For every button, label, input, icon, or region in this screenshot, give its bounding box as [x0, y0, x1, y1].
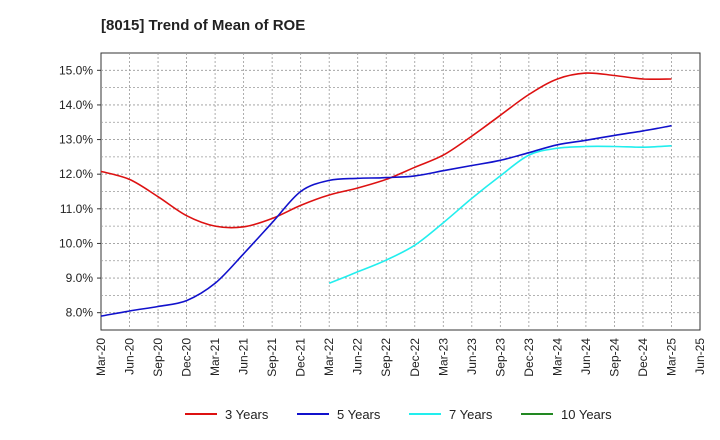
x-tick-label: Dec-20 [180, 338, 194, 377]
y-tick-label: 13.0% [59, 133, 93, 147]
series-line-3-years [100, 72, 672, 229]
y-tick-label: 11.0% [60, 202, 93, 216]
y-tick-label: 10.0% [59, 236, 93, 250]
x-tick-label: Dec-22 [408, 338, 422, 377]
x-tick-label: Mar-24 [550, 338, 564, 376]
y-tick-label: 9.0% [66, 271, 94, 285]
y-tick-label: 15.0% [59, 63, 93, 77]
x-tick-label: Sep-22 [379, 338, 393, 377]
x-tick-label: Dec-21 [294, 338, 308, 377]
x-tick-label: Dec-23 [522, 338, 536, 377]
y-axis: 8.0% 9.0% 10.0% 11.0% 12.0% 13.0% 14.0% 15.0% [59, 63, 101, 320]
x-tick-label: Jun-22 [351, 338, 365, 375]
legend-label-3-years: 3 Years [225, 407, 269, 422]
plot-area [100, 52, 701, 331]
x-tick-label: Jun-23 [465, 338, 479, 375]
x-tick-label: Dec-24 [636, 338, 650, 377]
x-tick-label: Sep-21 [265, 338, 279, 377]
x-tick-label: Mar-21 [208, 338, 222, 376]
legend-label-7-years: 7 Years [449, 407, 493, 422]
legend-label-5-years: 5 Years [337, 407, 381, 422]
chart-title: [8015] Trend of Mean of ROE [101, 17, 305, 34]
x-tick-label: Mar-20 [94, 338, 108, 376]
x-tick-label: Mar-22 [322, 338, 336, 376]
series-line-7-years [328, 145, 672, 285]
series-line-5-years [100, 124, 672, 317]
x-tick-label: Mar-23 [436, 338, 450, 376]
x-tick-label: Mar-25 [664, 338, 678, 376]
x-tick-label: Jun-25 [693, 338, 707, 375]
y-tick-label: 12.0% [59, 167, 93, 181]
legend: 3 Years 5 Years 7 Years 10 Years [185, 407, 612, 422]
y-tick-label: 14.0% [59, 98, 93, 112]
legend-label-10-years: 10 Years [561, 407, 612, 422]
x-tick-label: Jun-24 [579, 338, 593, 375]
x-tick-label: Sep-24 [607, 338, 621, 377]
x-tick-label: Jun-21 [237, 338, 251, 375]
series-lines [100, 72, 672, 317]
x-tick-label: Sep-20 [151, 338, 165, 377]
x-tick-label: Jun-20 [123, 338, 137, 375]
x-tick-label: Sep-23 [493, 338, 507, 377]
y-tick-label: 8.0% [66, 306, 94, 320]
x-axis: Mar-20 Jun-20 Sep-20 Dec-20 Mar-21 Jun-21 Sep-… [94, 338, 707, 377]
